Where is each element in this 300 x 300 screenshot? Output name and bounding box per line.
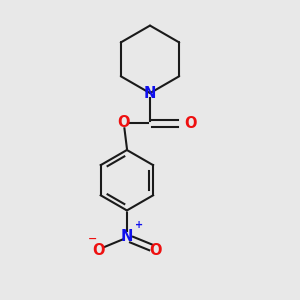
Text: O: O (92, 244, 105, 259)
Text: O: O (149, 244, 162, 259)
Text: +: + (135, 220, 143, 230)
Text: N: N (121, 229, 133, 244)
Text: O: O (117, 115, 130, 130)
Text: O: O (184, 116, 197, 131)
Text: N: N (144, 85, 156, 100)
Text: −: − (87, 234, 97, 244)
